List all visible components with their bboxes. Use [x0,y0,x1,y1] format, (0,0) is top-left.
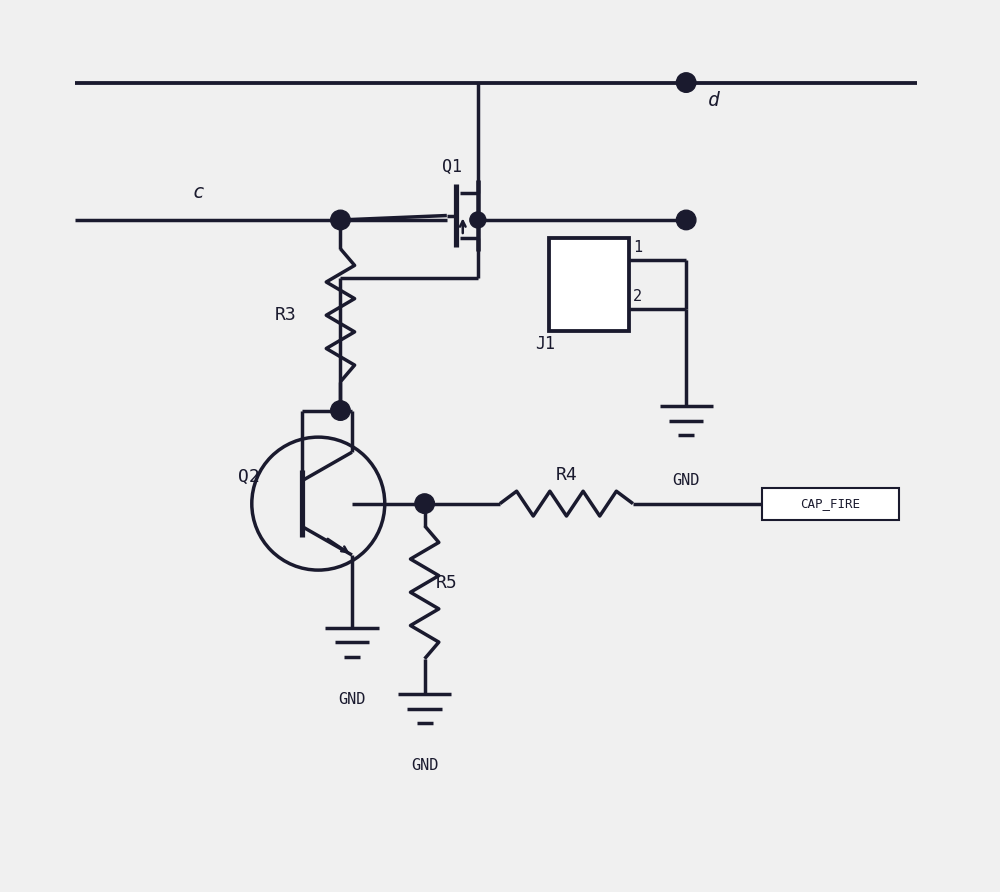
Text: d: d [708,91,720,111]
Circle shape [676,73,696,92]
Text: R4: R4 [556,467,577,484]
Text: CAP_FIRE: CAP_FIRE [800,497,860,510]
Text: c: c [193,183,204,202]
Circle shape [415,494,434,514]
Text: 2: 2 [633,289,642,304]
Text: R5: R5 [435,574,457,592]
Text: R3: R3 [274,306,296,325]
Circle shape [676,211,696,230]
Text: GND: GND [411,758,438,773]
Text: Q1: Q1 [442,158,462,176]
Text: GND: GND [338,691,366,706]
Circle shape [470,212,486,228]
Circle shape [331,211,350,230]
Circle shape [331,401,350,420]
Text: Q2: Q2 [238,468,260,486]
Text: J1: J1 [535,335,555,353]
Text: GND: GND [672,473,700,488]
Text: 1: 1 [633,241,642,255]
Bar [762,488,899,519]
Bar [549,237,629,331]
